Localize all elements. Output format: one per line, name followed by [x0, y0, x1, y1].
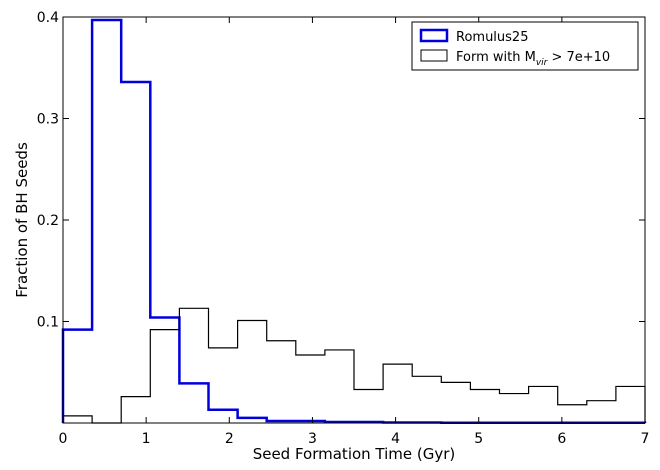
- x-tick-label: 2: [225, 431, 234, 447]
- ticks-layer: 0 1 2 3 4 5 6 7 0.1 0.2 0.3 0.4: [37, 10, 650, 447]
- legend-label-mvir-cut: Form with Mvir > 7e+10: [456, 50, 610, 68]
- x-tick-label: 5: [474, 431, 483, 447]
- legend-box: [411, 21, 639, 71]
- legend-label-subscript: vir: [536, 58, 549, 68]
- x-axis-label: Seed Formation Time (Gyr): [253, 445, 456, 463]
- legend-label-romulus25: Romulus25: [456, 30, 528, 45]
- x-tick-label: 1: [142, 431, 151, 447]
- x-tick-label: 4: [391, 431, 400, 447]
- legend-swatch-romulus25: [419, 28, 449, 43]
- legend-swatch-mvir-cut: [420, 49, 448, 62]
- series-mvir-cut-line: [62, 307, 646, 424]
- legend: Romulus25 Form with Mvir > 7e+10: [411, 21, 639, 71]
- y-tick-label: 0.1: [37, 315, 59, 331]
- x-tick-label: 7: [641, 431, 650, 447]
- legend-label-suffix: > 7e+10: [547, 50, 610, 65]
- x-tick-label: 3: [308, 431, 317, 447]
- y-tick-label: 0.4: [37, 10, 59, 26]
- y-tick-label: 0.2: [37, 213, 59, 229]
- legend-label-prefix: Form with M: [456, 50, 536, 65]
- x-tick-label: 0: [59, 431, 68, 447]
- x-tick-label: 6: [557, 431, 566, 447]
- y-tick-label: 0.3: [37, 112, 59, 128]
- series-layer: [61, 18, 647, 425]
- y-axis-label: Fraction of BH Seeds: [13, 142, 31, 298]
